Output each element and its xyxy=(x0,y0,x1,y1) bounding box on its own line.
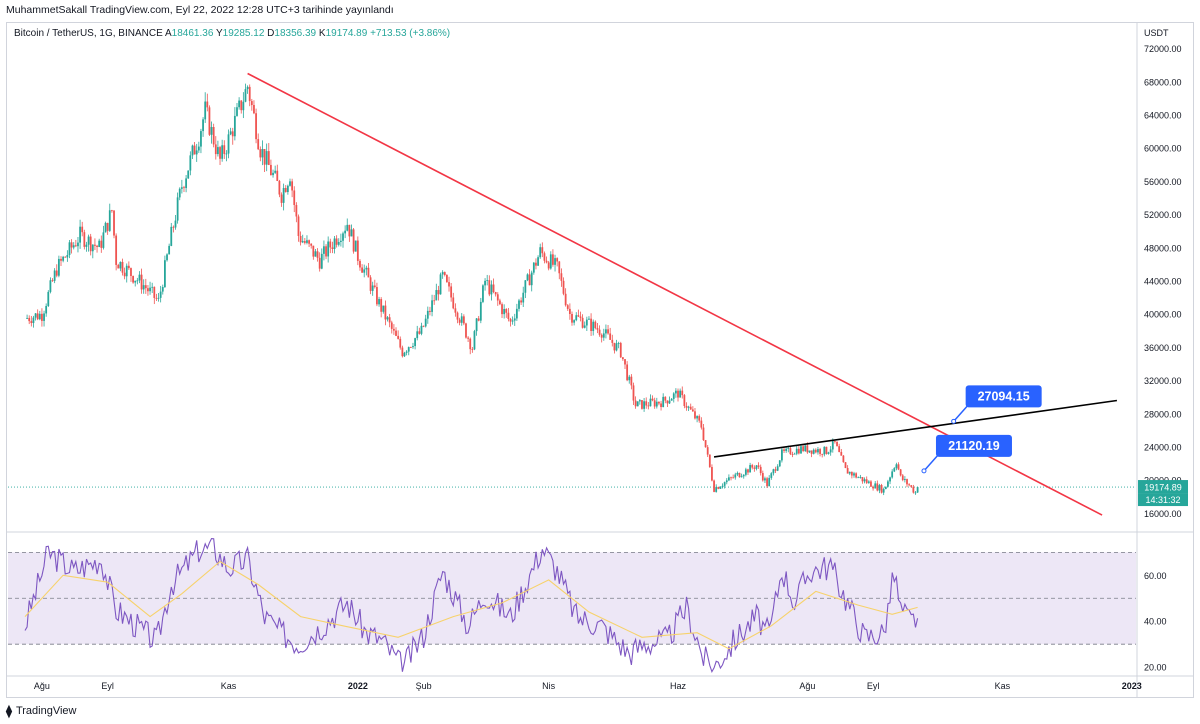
change-value: +713.53 (+3.86%) xyxy=(370,28,451,39)
open-value: 18461.36 xyxy=(171,28,214,39)
publish-header: MuhammetSakall TradingView.com, Eyl 22, … xyxy=(6,4,394,16)
symbol-legend: Bitcoin / TetherUS, 1G, BINANCE A18461.3… xyxy=(14,28,450,39)
low-value: 18356.39 xyxy=(274,28,317,39)
footer-brand: TradingView xyxy=(15,705,77,717)
chart-frame xyxy=(6,22,1194,698)
close-label: K xyxy=(318,28,326,39)
close-value: 19174.89 xyxy=(325,28,368,39)
footer: ⧫ TradingView xyxy=(6,704,76,718)
low-label: D xyxy=(267,28,275,39)
open-label: A xyxy=(165,28,172,39)
high-value: 19285.12 xyxy=(222,28,265,39)
symbol-name: Bitcoin / TetherUS, 1G, BINANCE xyxy=(14,28,163,39)
tradingview-logo-icon: ⧫ xyxy=(6,704,12,718)
high-label: Y xyxy=(216,28,223,39)
